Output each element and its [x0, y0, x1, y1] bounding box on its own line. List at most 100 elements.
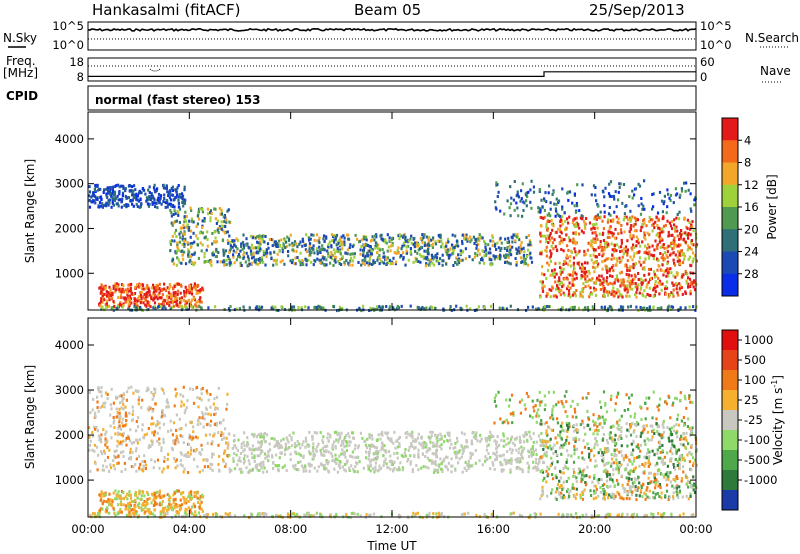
- scatter-cell: [596, 204, 600, 208]
- scatter-cell: [342, 442, 345, 446]
- scatter-cell: [96, 400, 99, 404]
- scatter-cell: [640, 202, 643, 206]
- scatter-cell: [91, 200, 94, 204]
- scatter-cell: [313, 238, 316, 242]
- cpid-label: CPID: [6, 89, 38, 103]
- scatter-cell: [139, 305, 142, 309]
- scatter-cell: [524, 431, 527, 435]
- scatter-cell: [388, 450, 391, 453]
- scatter-cell: [607, 293, 610, 297]
- scatter-cell: [198, 298, 201, 302]
- scatter-cell: [624, 249, 627, 253]
- scatter-cell: [575, 272, 578, 276]
- scatter-cell: [151, 397, 154, 401]
- scatter-cell: [477, 248, 480, 252]
- scatter-cell: [132, 391, 135, 395]
- scatter-cell: [530, 454, 533, 458]
- scatter-cell: [178, 261, 181, 264]
- scatter-cell: [199, 495, 202, 498]
- scatter-cell: [552, 224, 555, 228]
- scatter-cell: [199, 422, 202, 426]
- scatter-cell: [188, 260, 191, 264]
- scatter-cell: [190, 438, 193, 441]
- scatter-cell: [611, 289, 614, 293]
- scatter-cell: [182, 232, 185, 236]
- scatter-cell: [211, 242, 214, 246]
- scatter-cell: [635, 305, 638, 309]
- scatter-cell: [143, 460, 146, 464]
- scatter-cell: [366, 251, 369, 255]
- scatter-cell: [118, 289, 121, 293]
- scatter-cell: [199, 288, 202, 292]
- scatter-cell: [417, 468, 420, 472]
- scatter-cell: [586, 306, 589, 309]
- scatter-cell: [437, 465, 441, 468]
- scatter-cell: [197, 207, 201, 211]
- scatter-cell: [366, 261, 369, 265]
- scatter-cell: [608, 269, 611, 273]
- scatter-cell: [310, 250, 313, 254]
- scatter-cell: [388, 258, 391, 262]
- scatter-cell: [649, 218, 652, 222]
- scatter-cell: [465, 439, 468, 442]
- scatter-cell: [275, 259, 278, 262]
- scatter-cell: [448, 431, 451, 435]
- scatter-cell: [182, 394, 185, 398]
- scatter-cell: [516, 233, 519, 236]
- scatter-cell: [457, 450, 460, 454]
- scatter-cell: [343, 436, 346, 440]
- scatter-cell: [338, 250, 341, 254]
- scatter-cell: [104, 439, 107, 443]
- scatter-cell: [693, 198, 696, 202]
- scatter-cell: [648, 293, 651, 297]
- scatter-cell: [622, 278, 625, 282]
- scatter-cell: [487, 443, 490, 447]
- scatter-cell: [685, 279, 688, 283]
- scatter-cell: [431, 246, 434, 249]
- scatter-cell: [196, 423, 199, 427]
- scatter-cell: [372, 444, 375, 448]
- scatter-cell: [339, 252, 342, 256]
- scatter-cell: [690, 282, 693, 286]
- scatter-cell: [573, 292, 577, 296]
- scatter-cell: [184, 507, 187, 511]
- scatter-cell: [617, 198, 620, 202]
- scatter-cell: [572, 261, 575, 265]
- scatter-cell: [417, 448, 420, 452]
- colorbar-tick-label: 16: [744, 200, 759, 214]
- scatter-cell: [190, 283, 193, 287]
- scatter-cell: [527, 190, 530, 194]
- nsky-label: N.Sky: [3, 31, 37, 45]
- scatter-cell: [284, 239, 287, 242]
- scatter-cell: [124, 467, 127, 471]
- scatter-cell: [260, 258, 264, 262]
- scatter-cell: [156, 431, 159, 435]
- scatter-cell: [455, 304, 458, 308]
- scatter-cell: [417, 248, 420, 252]
- scatter-cell: [558, 279, 561, 283]
- scatter-cell: [568, 259, 571, 263]
- scatter-cell: [588, 271, 591, 275]
- scatter-cell: [148, 191, 151, 194]
- scatter-cell: [162, 200, 165, 203]
- scatter-cell: [126, 492, 129, 496]
- scatter-cell: [521, 260, 524, 264]
- scatter-cell: [116, 304, 119, 308]
- scatter-cell: [541, 205, 544, 209]
- scatter-cell: [180, 261, 183, 265]
- scatter-cell: [325, 445, 328, 449]
- scatter-cell: [620, 278, 623, 282]
- scatter-cell: [461, 258, 464, 262]
- scatter-cell: [469, 451, 472, 455]
- scatter-cell: [393, 251, 396, 254]
- scatter-cell: [684, 269, 687, 273]
- scatter-cell: [322, 464, 325, 467]
- scatter-cell: [365, 456, 368, 460]
- scatter-cell: [555, 272, 558, 276]
- scatter-cell: [102, 402, 105, 405]
- scatter-cell: [381, 433, 384, 437]
- scatter-cell: [489, 251, 492, 255]
- scatter-cell: [115, 307, 118, 311]
- scatter-cell: [117, 198, 120, 202]
- scatter-cell: [669, 224, 673, 228]
